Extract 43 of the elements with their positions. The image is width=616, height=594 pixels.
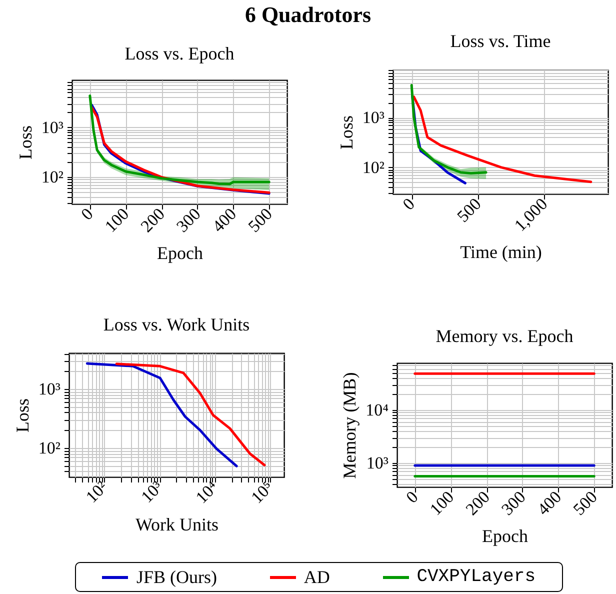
x-tick-label: 300: [498, 487, 530, 519]
y-tick-label: 10²: [362, 158, 384, 177]
line-series: [412, 96, 592, 184]
y-tick-label: 10³: [366, 453, 388, 472]
x-tick-label: 10⁴: [192, 477, 222, 508]
legend-label: AD: [304, 566, 330, 588]
x-axis-title: Epoch: [157, 243, 203, 264]
x-tick-label: 0: [77, 204, 97, 224]
x-axis-title: Time (min): [460, 242, 542, 262]
x-axis-title: Work Units: [135, 514, 219, 534]
chart-title: Loss vs. Work Units: [103, 314, 250, 335]
x-tick-label: 400: [534, 487, 566, 519]
y-axis-title: Memory (MB): [340, 372, 360, 479]
x-tick-label: 10²: [82, 477, 112, 506]
x-tick-label: 400: [208, 204, 240, 236]
y-axis-title: Loss: [336, 115, 356, 150]
y-axis-title: Loss: [15, 125, 36, 160]
chart-title: Loss vs. Time: [450, 31, 551, 52]
y-tick-label: 10³: [41, 118, 64, 137]
y-tick-label: 10²: [38, 438, 60, 458]
legend-label: JFB (Ours): [136, 566, 217, 588]
chart-title: Memory vs. Epoch: [436, 326, 574, 346]
y-axis-title: Loss: [12, 398, 32, 433]
x-tick-label: 0: [399, 194, 418, 214]
x-tick-label: 0: [402, 487, 422, 507]
text: 6 Quadrotors: [244, 2, 372, 28]
x-tick-label: 10⁵: [247, 477, 278, 508]
x-tick-label: 10³: [137, 477, 166, 506]
legend-label: CVXPYLayers: [416, 567, 536, 587]
x-tick-label: 300: [172, 204, 204, 236]
x-axis-title: Epoch: [482, 526, 528, 546]
x-tick-label: 100: [101, 204, 133, 236]
x-tick-label: 500: [244, 204, 276, 236]
chart-title: Loss vs. Epoch: [124, 43, 234, 64]
x-tick-label: 500: [569, 487, 601, 519]
y-tick-label: 10²: [41, 168, 64, 187]
x-tick-label: 100: [426, 487, 458, 519]
y-tick-label: 10⁴: [366, 400, 389, 420]
y-tick-label: 10³: [362, 108, 384, 128]
x-tick-label: 200: [136, 204, 168, 236]
x-tick-label: 500: [453, 194, 485, 226]
y-tick-label: 10³: [38, 380, 60, 399]
x-tick-label: 200: [462, 487, 494, 519]
